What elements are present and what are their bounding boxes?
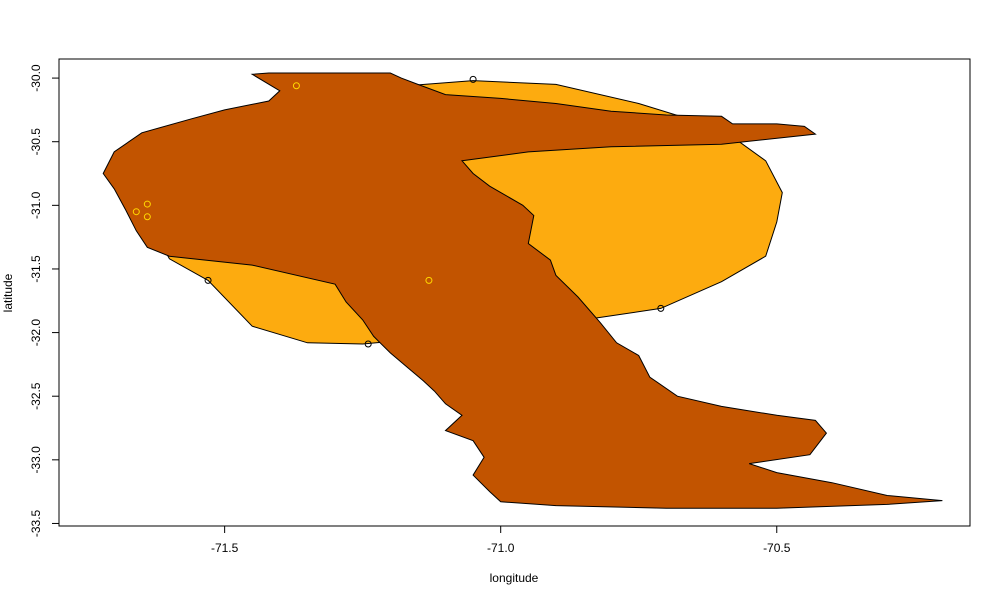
point-yellow — [132, 208, 140, 216]
y-tick-label: -32.0 — [29, 319, 43, 347]
point-black — [469, 75, 477, 83]
point-yellow — [143, 213, 151, 221]
y-tick-label: -31.0 — [29, 191, 43, 219]
y-tick-label: -33.5 — [29, 509, 43, 537]
y-axis: -30.0 -30.5 -31.0 -31.5 -32.0 -32.5 -33.0 -33.5 — [29, 64, 60, 537]
y-tick-label: -32.5 — [29, 382, 43, 410]
x-tick-label: -71.5 — [211, 541, 239, 555]
x-tick-label: -70.5 — [763, 541, 791, 555]
point-yellow — [143, 200, 151, 208]
x-axis-title: longitude — [490, 571, 539, 585]
y-tick-label: -30.0 — [29, 64, 43, 92]
y-axis-title: latitude — [1, 273, 15, 312]
y-tick-label: -30.5 — [29, 128, 43, 156]
point-black — [204, 276, 212, 284]
x-tick-label: -71.0 — [487, 541, 515, 555]
x-axis: -71.5 -71.0 -70.5 — [211, 525, 791, 555]
plot-polygons — [102, 72, 943, 509]
point-black — [657, 304, 665, 312]
y-tick-label: -33.0 — [29, 446, 43, 474]
plot-points — [132, 75, 665, 348]
point-black — [364, 340, 372, 348]
point-yellow — [425, 276, 433, 284]
y-tick-label: -31.5 — [29, 255, 43, 283]
point-yellow — [292, 82, 300, 90]
region-polygon — [102, 72, 943, 509]
